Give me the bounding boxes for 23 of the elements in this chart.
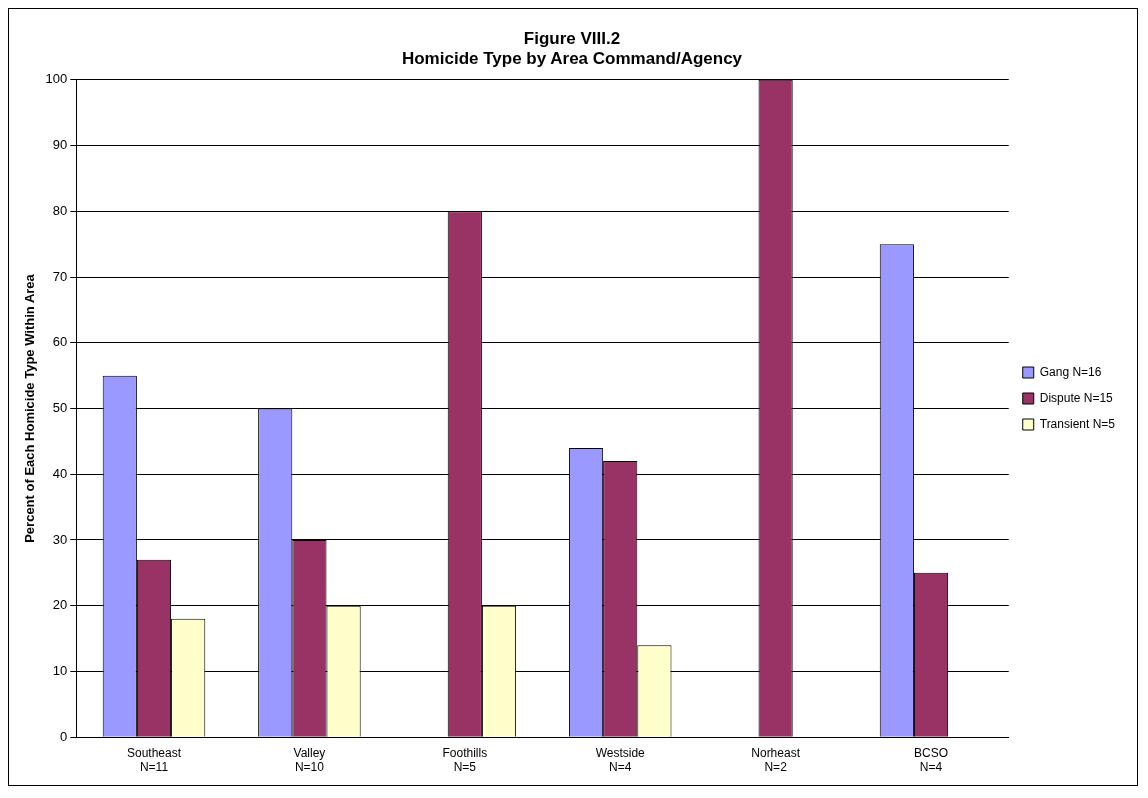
y-axis-title: Percent of Each Homicide Type Within Area <box>22 273 38 543</box>
y-tick-label: 90 <box>52 137 68 153</box>
y-tick-label: 60 <box>52 334 68 350</box>
y-tick-label: 10 <box>52 663 68 679</box>
y-tick-label: 100 <box>45 71 68 87</box>
y-tick-label: 70 <box>52 268 68 284</box>
legend-label: Gang N=16 <box>1039 364 1102 379</box>
y-tick-label: 50 <box>52 400 68 416</box>
x-tick-label: Westside N=4 <box>595 745 646 775</box>
y-tick-label: 30 <box>52 531 68 547</box>
x-tick-label: BCSO N=4 <box>914 745 949 775</box>
legend-label: Dispute N=15 <box>1039 390 1114 405</box>
text: Figure VIII.2 <box>523 28 621 48</box>
x-tick-label: Norheast N=2 <box>751 745 801 775</box>
y-tick-label: 0 <box>60 728 68 744</box>
y-tick-label: 20 <box>52 597 68 613</box>
x-tick-label: Southeast N=11 <box>126 745 182 775</box>
legend-label: Transient N=5 <box>1039 416 1116 431</box>
y-tick-label: 80 <box>52 202 68 218</box>
x-tick-label: Valley N=10 <box>293 745 326 775</box>
text: Homicide Type by Area Command/Agency <box>401 49 743 69</box>
y-tick-label: 40 <box>52 465 68 481</box>
x-tick-label: Foothills N=5 <box>442 745 488 775</box>
